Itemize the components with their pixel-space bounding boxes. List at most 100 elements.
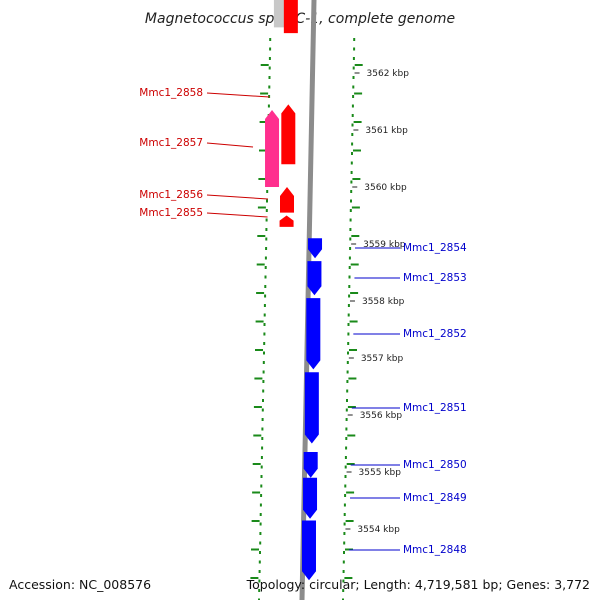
reverse-gene-label: Mmc1_2858: [139, 87, 203, 99]
forward-gene-arrow: [303, 477, 318, 519]
ring-dot: [350, 199, 352, 203]
ring-dot: [352, 66, 355, 70]
ring-dot: [264, 266, 267, 269]
ring-dot: [264, 294, 267, 298]
ring-dot: [261, 408, 264, 412]
ring-dot: [258, 589, 261, 592]
gene-label-leader: [206, 142, 254, 148]
ring-dot: [264, 256, 267, 260]
ring-dot: [260, 494, 263, 497]
ring-dot: [267, 104, 270, 108]
reverse-gene-arrow: [280, 187, 295, 213]
ring-dot: [342, 598, 344, 600]
ring-dot: [351, 152, 353, 155]
reverse-gene-arrow: [283, 0, 298, 34]
ring-dot: [258, 560, 261, 564]
ring-dot: [345, 446, 348, 450]
ring-dot: [260, 456, 263, 459]
ring-dot: [352, 57, 355, 60]
forward-gene-arrow: [301, 520, 316, 581]
ring-dot: [344, 475, 347, 478]
forward-gene-label: Mmc1_2849: [403, 492, 467, 504]
ring-dot: [348, 275, 351, 279]
ring-dot: [344, 484, 347, 488]
ring-dot: [261, 437, 264, 440]
ring-dot: [343, 541, 346, 545]
forward-gene-label: Mmc1_2850: [403, 459, 467, 471]
ring-dot: [346, 380, 349, 383]
reverse-gene-arrow: [281, 104, 296, 165]
ring-dot: [351, 114, 354, 117]
ring-dot: [259, 503, 262, 507]
ring-dot: [347, 304, 350, 307]
ring-dot: [345, 427, 348, 431]
ring-dot: [268, 57, 271, 60]
ring-dot: [349, 209, 352, 212]
scale-tick-label: 3554 kbp: [357, 525, 400, 535]
ring-dot: [342, 589, 345, 592]
forward-gene-label: Mmc1_2848: [403, 544, 467, 556]
ring-dot: [352, 85, 355, 89]
ring-dot: [266, 199, 268, 203]
forward-gene-arrow: [308, 238, 323, 259]
ring-dot: [347, 342, 350, 345]
ring-dot: [258, 598, 260, 600]
ring-dot: [351, 142, 354, 146]
scale-tick-label: 3558 kbp: [362, 297, 405, 307]
ring-dot: [348, 256, 351, 260]
ring-dot: [258, 570, 261, 573]
ring-dot: [265, 218, 268, 222]
ring-dot: [263, 351, 265, 355]
ring-dot: [262, 399, 264, 402]
ring-dot: [263, 332, 266, 336]
ring-dot: [268, 66, 271, 70]
ring-dot: [353, 38, 356, 41]
ring-dot: [269, 38, 272, 41]
forward-gene-arrow: [304, 372, 319, 444]
ring-dot: [345, 418, 348, 421]
ring-dot: [342, 570, 345, 573]
ring-dot: [262, 389, 265, 393]
ring-dot: [347, 313, 350, 317]
ring-dot: [342, 579, 345, 583]
ring-dot: [352, 76, 355, 79]
ring-dot: [259, 541, 262, 545]
ring-dot: [351, 104, 354, 108]
forward-gene-label: Mmc1_2852: [403, 328, 467, 340]
ring-dot: [260, 475, 263, 478]
ring-dot: [262, 370, 265, 374]
ring-dot: [343, 532, 346, 535]
ring-dot: [349, 247, 352, 250]
ring-dot: [259, 551, 261, 554]
ring-dot: [265, 209, 268, 212]
ring-dot: [349, 228, 352, 231]
ring-dot: [346, 399, 348, 402]
forward-gene-label: Mmc1_2851: [403, 402, 467, 414]
ring-dot: [350, 180, 353, 184]
ring-dot: [261, 446, 264, 450]
map-title: Magnetococcus sp. MC-1, complete genome: [145, 11, 455, 27]
ring-dot: [352, 95, 355, 98]
ring-dot: [348, 266, 351, 269]
ring-dot: [347, 323, 350, 326]
ring-dot: [344, 494, 347, 497]
ring-dot: [345, 408, 348, 412]
scale-tick-label: 3560 kbp: [364, 183, 407, 193]
ring-dot: [343, 513, 346, 516]
ring-dot: [260, 465, 263, 469]
ring-dot: [347, 351, 349, 355]
reverse-gene-label: Mmc1_2856: [139, 189, 203, 201]
genome-summary-text: Topology: circular; Length: 4,719,581 bp…: [246, 577, 590, 592]
ring-dot: [342, 560, 345, 564]
ring-dot: [343, 522, 346, 526]
ring-dot: [353, 47, 356, 51]
ring-dot: [264, 275, 267, 279]
scale-tick-label: 3559 kbp: [363, 240, 406, 250]
gene-features: [265, 0, 323, 581]
forward-gene-label: Mmc1_2853: [403, 272, 467, 284]
ring-dot: [350, 171, 353, 174]
ring-dot: [348, 285, 351, 288]
ring-dot: [264, 285, 267, 288]
gene-label-leader: [206, 92, 270, 98]
